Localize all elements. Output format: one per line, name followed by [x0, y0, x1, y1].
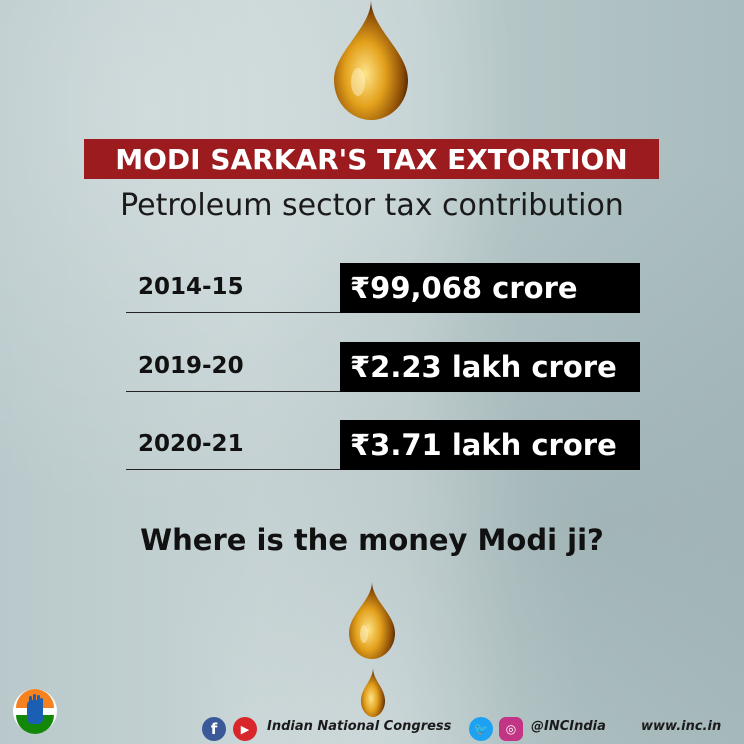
- row-underline: [126, 391, 346, 392]
- organization-name: Indian National Congress: [267, 719, 452, 734]
- facebook-icon[interactable]: f: [202, 717, 226, 741]
- oil-drop-icon: [334, 0, 408, 120]
- social-handle[interactable]: @INCIndia: [531, 719, 606, 734]
- year-label: 2014-15: [138, 274, 244, 300]
- twitter-icon[interactable]: 🐦: [469, 717, 493, 741]
- data-row: 2019-20 ₹2.23 lakh crore: [126, 342, 640, 392]
- title-banner: MODI SARKAR'S TAX EXTORTION: [84, 139, 659, 179]
- subtitle: Petroleum sector tax contribution: [120, 188, 624, 223]
- value-box: ₹2.23 lakh crore: [340, 342, 640, 392]
- congress-hand-logo: [13, 689, 57, 734]
- youtube-icon[interactable]: ▶: [233, 717, 257, 741]
- oil-drop-icon: [361, 668, 385, 717]
- value-label: ₹3.71 lakh crore: [350, 428, 617, 462]
- title: MODI SARKAR'S TAX EXTORTION: [115, 142, 628, 176]
- instagram-icon[interactable]: ◎: [499, 717, 523, 741]
- question-text: Where is the money Modi ji?: [140, 523, 604, 557]
- value-label: ₹2.23 lakh crore: [350, 350, 617, 384]
- value-label: ₹99,068 crore: [350, 271, 578, 305]
- oil-drop-icon: [349, 582, 395, 659]
- row-underline: [126, 469, 346, 470]
- data-row: 2014-15 ₹99,068 crore: [126, 263, 640, 313]
- website-link[interactable]: www.inc.in: [641, 719, 722, 734]
- year-label: 2020-21: [138, 431, 244, 457]
- year-label: 2019-20: [138, 353, 244, 379]
- value-box: ₹3.71 lakh crore: [340, 420, 640, 470]
- value-box: ₹99,068 crore: [340, 263, 640, 313]
- data-row: 2020-21 ₹3.71 lakh crore: [126, 420, 640, 470]
- row-underline: [126, 312, 346, 313]
